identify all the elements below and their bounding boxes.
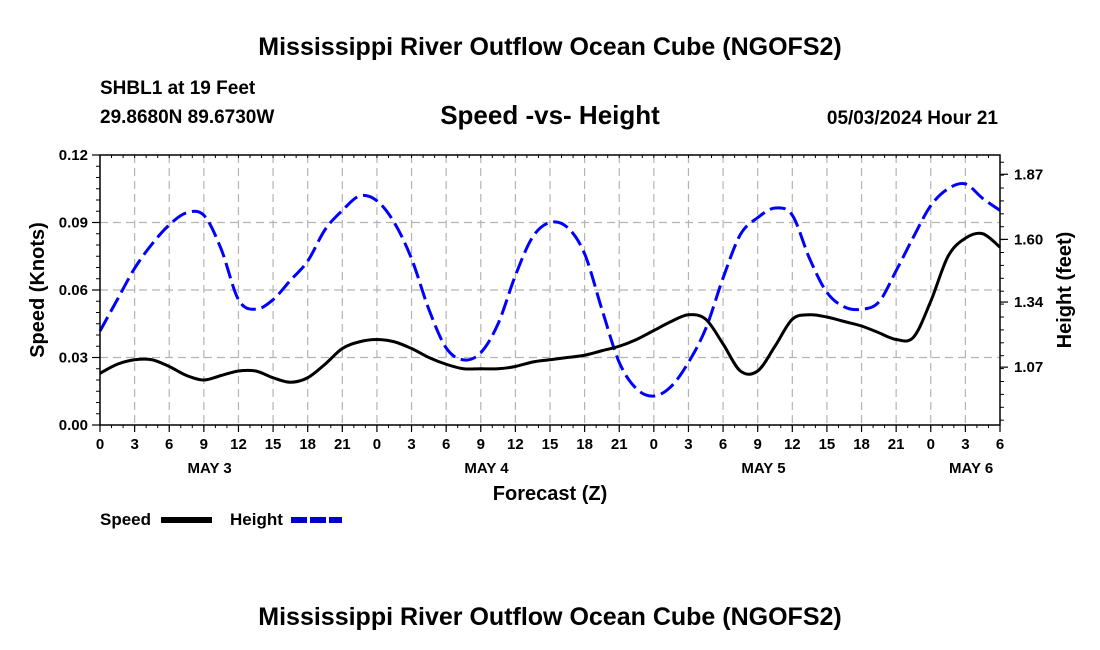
y-left-tick-label: 0.09 <box>59 215 88 232</box>
day-label: MAY 5 <box>741 460 785 477</box>
plot-frame <box>99 154 1001 426</box>
y-right-tick-label: 1.60 <box>1014 231 1043 248</box>
x-tick-label: 21 <box>334 436 351 453</box>
x-tick-label: 18 <box>576 436 593 453</box>
x-tick-label: 6 <box>165 436 173 453</box>
x-tick-label: 3 <box>130 436 138 453</box>
x-tick-label: 18 <box>299 436 316 453</box>
x-tick-label: 6 <box>442 436 450 453</box>
chart-subtitle: Speed -vs- Height <box>440 100 660 130</box>
day-label: MAY 3 <box>188 460 232 477</box>
day-label: MAY 4 <box>464 460 509 477</box>
day-label: MAY 6 <box>949 460 993 477</box>
x-tick-label: 0 <box>373 436 381 453</box>
x-tick-label: 15 <box>819 436 836 453</box>
x-tick-label: 3 <box>961 436 969 453</box>
series-line-height <box>98 181 1001 398</box>
y-left-tick-label: 0.06 <box>59 282 88 299</box>
x-tick-label: 12 <box>507 436 524 453</box>
legend-speed-label: Speed <box>100 510 151 529</box>
legend: Speed Height <box>100 510 342 529</box>
x-tick-label: 0 <box>96 436 104 453</box>
x-tick-label: 9 <box>200 436 208 453</box>
x-tick-label: 21 <box>611 436 628 453</box>
x-tick-label: 3 <box>684 436 692 453</box>
y-axis-right-label: Height (feet) <box>1054 232 1076 349</box>
chart-title: Mississippi River Outflow Ocean Cube (NG… <box>258 33 841 61</box>
grid-lines <box>100 155 1000 425</box>
tick-labels: 0 3 6 9 12 15 18 21 0 3 6 9 12 15 18 21 0 3 6 9 12 15 18 21 0 3 6M… <box>59 147 1044 477</box>
series-line-speed <box>99 231 1001 384</box>
x-tick-label: 6 <box>996 436 1004 453</box>
y-right-tick-label: 1.07 <box>1014 359 1043 376</box>
y-right-tick-label: 1.87 <box>1014 166 1043 183</box>
series-layer <box>98 181 1001 398</box>
y-right-tick-label: 1.34 <box>1014 294 1044 311</box>
x-tick-label: 6 <box>719 436 727 453</box>
x-tick-label: 3 <box>407 436 415 453</box>
legend-height-label: Height <box>230 510 283 529</box>
y-left-tick-label: 0.12 <box>59 147 88 164</box>
location-label: 29.8680N 89.6730W <box>100 107 274 128</box>
station-label: SHBL1 at 19 Feet <box>100 78 256 99</box>
x-tick-label: 0 <box>927 436 935 453</box>
x-tick-label: 9 <box>477 436 485 453</box>
x-tick-label: 21 <box>888 436 905 453</box>
x-tick-label: 18 <box>853 436 870 453</box>
x-tick-label: 0 <box>650 436 658 453</box>
x-tick-label: 9 <box>754 436 762 453</box>
x-tick-label: 15 <box>265 436 282 453</box>
x-tick-label: 12 <box>784 436 801 453</box>
y-left-tick-label: 0.00 <box>59 417 88 434</box>
datetime-label: 05/03/2024 Hour 21 <box>827 108 999 129</box>
x-tick-label: 15 <box>542 436 559 453</box>
y-left-tick-label: 0.03 <box>59 350 88 367</box>
x-tick-label: 12 <box>230 436 247 453</box>
footer-title: Mississippi River Outflow Ocean Cube (NG… <box>258 603 841 631</box>
y-axis-left-label: Speed (Knots) <box>27 222 49 358</box>
x-axis-label: Forecast (Z) <box>493 483 607 505</box>
